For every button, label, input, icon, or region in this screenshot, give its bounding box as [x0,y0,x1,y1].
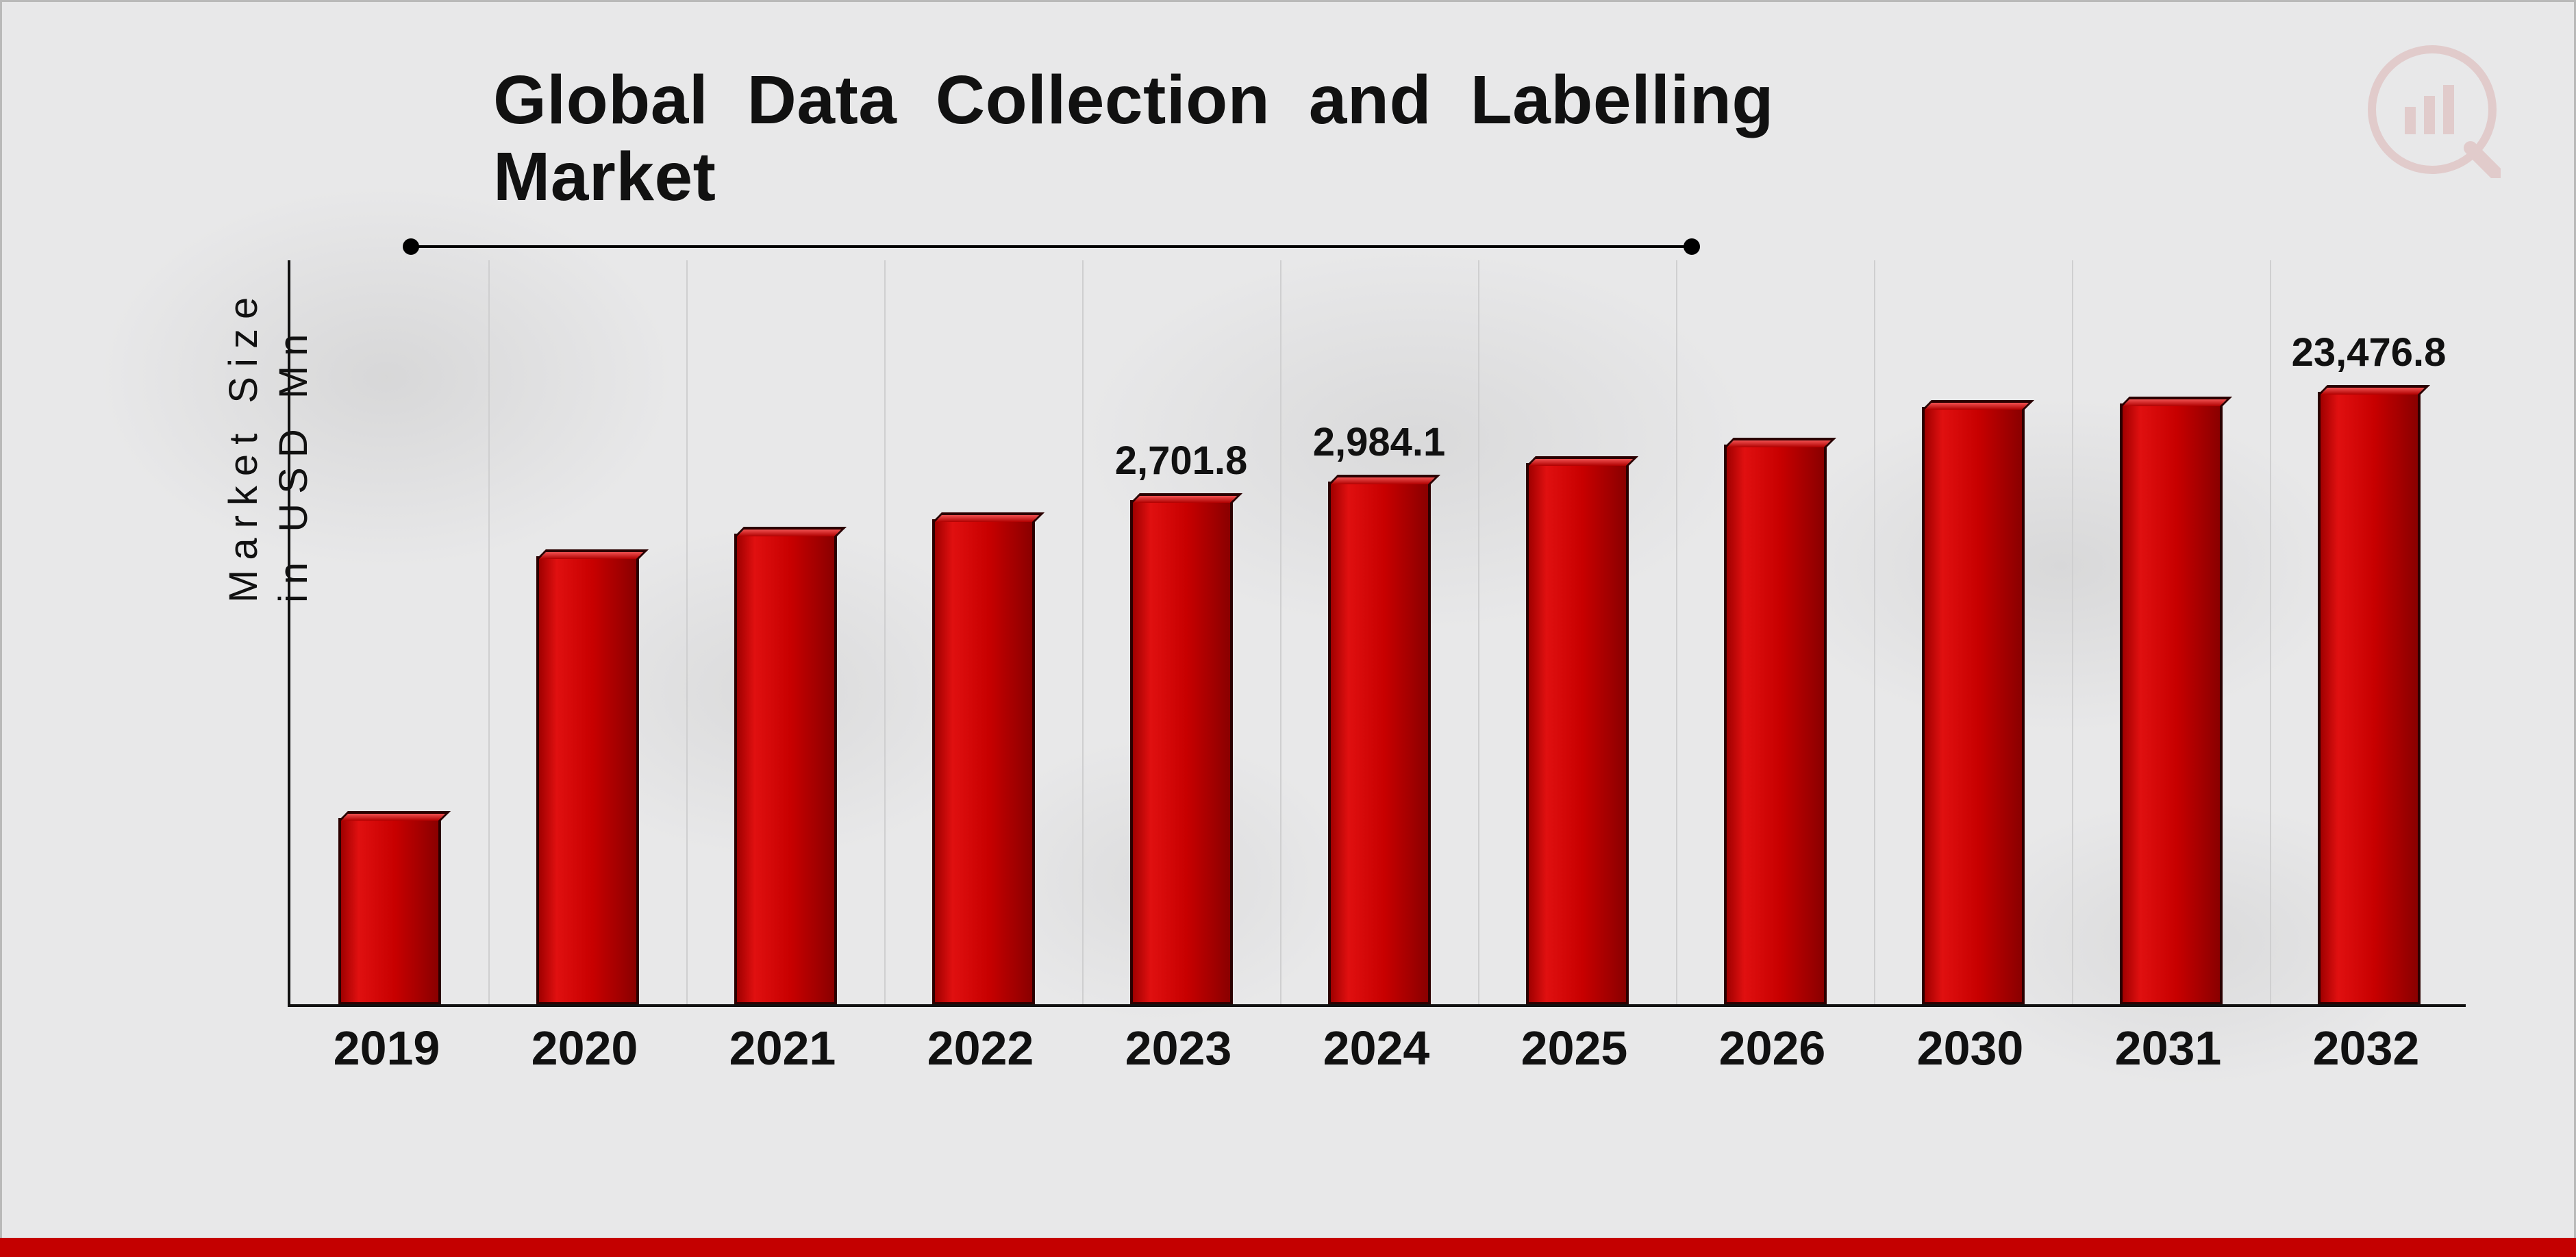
bar-top-face [734,527,847,536]
title-underline-dot-start [403,238,419,255]
x-tick-label: 2031 [2115,1021,2222,1075]
bar-slot [686,258,884,1004]
bar-top-face [1922,400,2034,410]
bar-slot [2072,258,2270,1004]
bar-slot [290,258,488,1004]
x-tick-label: 2022 [927,1021,1034,1075]
bar-slot [1874,258,2072,1004]
title-underline [411,233,1692,260]
x-tick-label: 2026 [1719,1021,1826,1075]
bar-value-label: 23,476.8 [2292,329,2447,375]
chart-title: Global Data Collection and Labelling Mar… [493,62,1774,215]
bar [2120,403,2223,1004]
bar: 2,984.1 [1328,482,1431,1004]
bar-top-face [2120,397,2232,406]
chart-title-block: Global Data Collection and Labelling Mar… [493,62,1774,215]
bar [734,534,837,1004]
bar-slot: 2,984.1 [1280,258,1478,1004]
bar-slot [488,258,686,1004]
title-underline-dot-end [1684,238,1700,255]
bar-value-label: 2,701.8 [1115,438,1248,484]
x-axis-labels: 2019 2020 2021 2022 2023 2024 2025 2026 2030 2031… [288,1021,2466,1103]
watermark-logo [2364,41,2501,178]
bar [338,818,441,1005]
bar [1526,463,1629,1004]
bar-top-face [1328,475,1440,484]
bar-value-label: 2,984.1 [1313,419,1446,465]
bar-top-face [932,512,1045,522]
bar-slot: 2,701.8 [1082,258,1280,1004]
bar-top-face [1724,438,1836,447]
bar-slot [884,258,1082,1004]
y-axis-title-line1: Market Size [221,288,266,603]
x-tick-label: 2020 [532,1021,638,1075]
x-tick-label: 2025 [1521,1021,1628,1075]
bar-slot: 23,476.8 [2270,258,2468,1004]
x-tick-label: 2032 [2313,1021,2420,1075]
title-underline-line [411,245,1692,248]
bar-slot [1478,258,1676,1004]
bar [1922,407,2025,1004]
bar-top-face [536,549,649,559]
x-tick-label: 2024 [1323,1021,1430,1075]
bar [1724,445,1827,1005]
bar: 2,701.8 [1130,500,1233,1004]
plot-area: 2,701.8 2,984.1 23,476.8 [288,260,2466,1007]
logo-icon [2364,41,2501,178]
x-tick-label: 2030 [1917,1021,2024,1075]
x-tick-label: 2021 [729,1021,836,1075]
bar-top-face [2318,385,2430,395]
bottom-accent-bar [0,1238,2576,1257]
bar [932,519,1035,1005]
bar-slot [1676,258,1874,1004]
bar-top-face [1130,493,1242,503]
bar: 23,476.8 [2318,392,2421,1004]
bar-chart: 2,701.82,984.123,476.8 20192020202120222… [288,260,2466,1110]
bar-top-face [1526,456,1638,466]
x-tick-label: 2019 [334,1021,440,1075]
x-tick-label: 2023 [1125,1021,1232,1075]
bar [536,556,639,1004]
bar-top-face [338,811,451,821]
